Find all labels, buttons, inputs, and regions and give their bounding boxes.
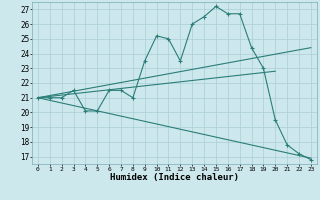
X-axis label: Humidex (Indice chaleur): Humidex (Indice chaleur) <box>110 173 239 182</box>
